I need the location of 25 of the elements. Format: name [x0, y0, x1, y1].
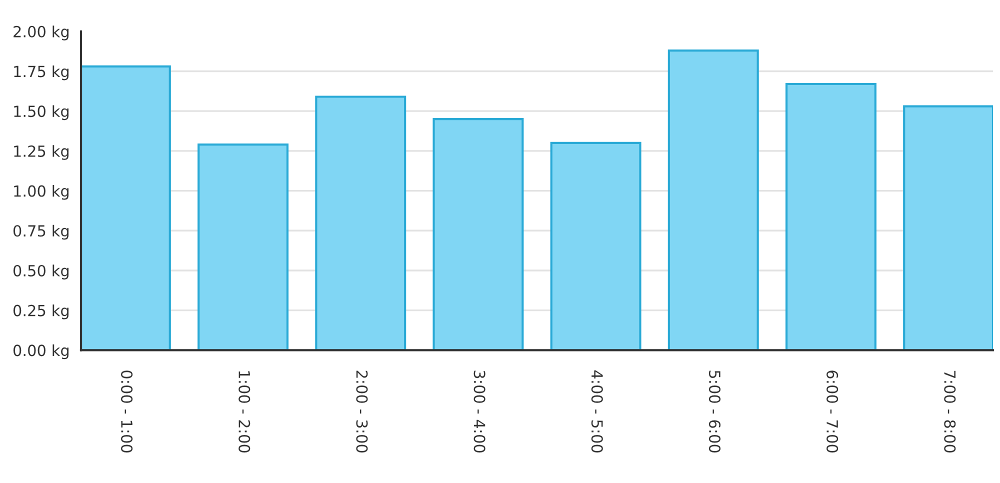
y-tick-label: 0.25 kg — [13, 304, 68, 320]
bar — [315, 96, 406, 350]
y-tick-label: 2.00 kg — [14, 26, 68, 40]
y-tick-label: 1.50 kg — [14, 105, 68, 120]
y-tick-label: 1.75 kg — [14, 65, 68, 80]
bar — [198, 144, 289, 350]
bar — [785, 82, 876, 350]
bar — [81, 65, 171, 350]
x-tick-label: 3:00 - 4:00 — [474, 370, 486, 452]
y-tick-label: 0.00 kg — [13, 344, 68, 360]
x-tick-label: 6:00 - 7:00 — [826, 370, 838, 452]
bar — [668, 49, 759, 350]
x-tick-label: 5:00 - 6:00 — [708, 370, 721, 452]
y-tick-label: 0.50 kg — [13, 264, 68, 280]
y-tick-label: 0.75 kg — [13, 224, 68, 240]
y-tick-label: 1.00 kg — [14, 184, 68, 200]
bar — [432, 118, 524, 350]
x-tick-label: 1:00 - 2:00 — [238, 371, 250, 452]
bar — [903, 105, 993, 350]
x-tick-label: 0:00 - 1:00 — [121, 370, 133, 452]
x-tick-label: 2:00 - 3:00 — [356, 370, 368, 452]
x-tick-label: 7:00 - 8:00 — [944, 370, 956, 452]
x-tick-label: 4:00 - 5:00 — [591, 370, 603, 452]
bar — [550, 142, 642, 350]
y-tick-label: 1.25 kg — [14, 145, 68, 160]
